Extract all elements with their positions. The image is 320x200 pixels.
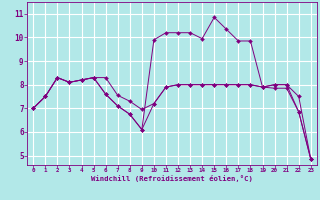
X-axis label: Windchill (Refroidissement éolien,°C): Windchill (Refroidissement éolien,°C) <box>91 175 253 182</box>
